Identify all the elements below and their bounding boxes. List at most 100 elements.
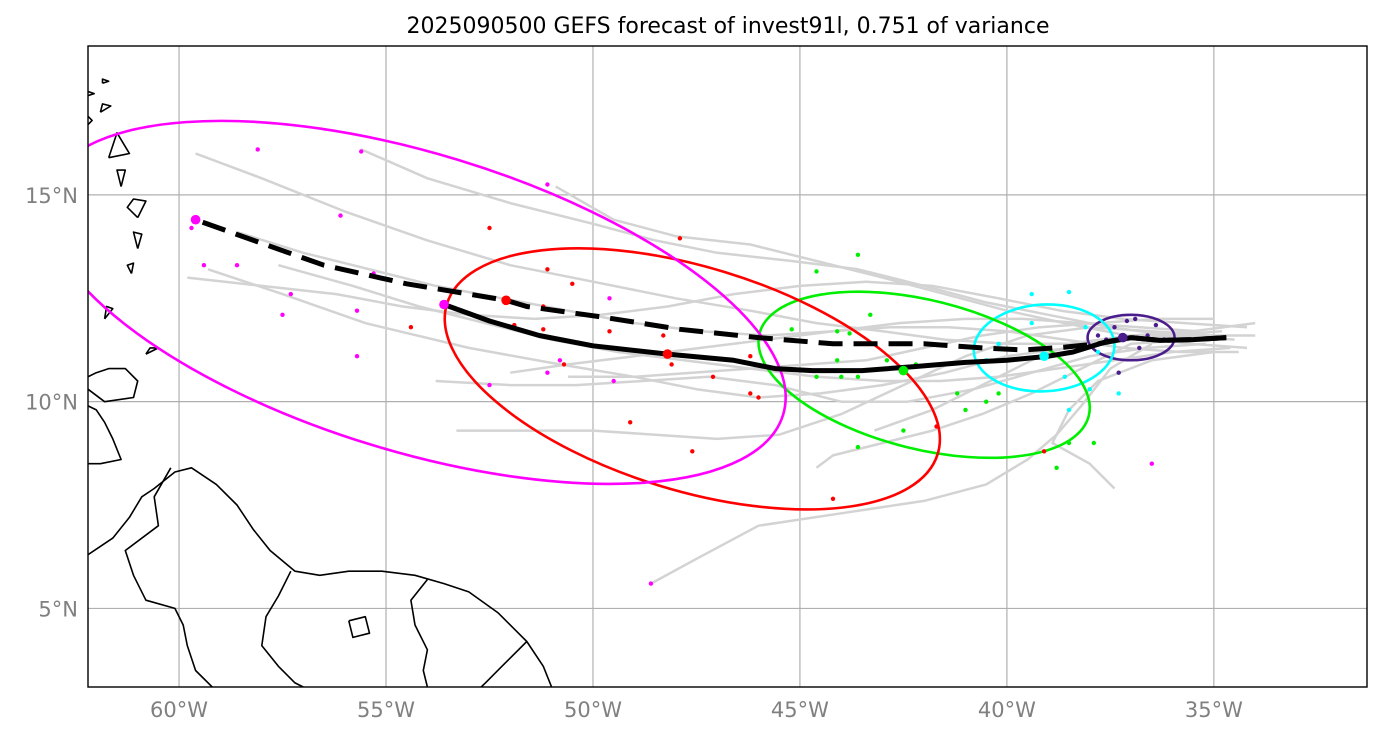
member-position [1029, 320, 1034, 326]
coastline [88, 115, 93, 126]
member-position [545, 267, 550, 272]
member-position [1095, 333, 1101, 338]
coastline [145, 347, 160, 355]
coastline [88, 90, 95, 97]
day-marker-day5 [190, 214, 201, 225]
coastline [348, 615, 371, 639]
member-position [359, 149, 364, 154]
member-position [648, 581, 654, 586]
member-position [884, 358, 890, 363]
member-track [456, 325, 1214, 441]
day-marker-day5 [439, 299, 449, 310]
member-position [338, 213, 343, 218]
coastline [88, 405, 122, 465]
member-position [814, 269, 819, 274]
member-position [280, 312, 285, 317]
member-position [189, 225, 194, 231]
member-position [748, 391, 753, 396]
member-position [1116, 370, 1121, 375]
figure-title: 2025090500 GEFS forecast of invest91l, 0… [407, 14, 1050, 39]
day-marker-day4 [501, 295, 511, 306]
coastline [101, 78, 110, 84]
country-border [480, 640, 528, 687]
member-track [360, 148, 1235, 341]
member-position [996, 391, 1001, 396]
member-position [545, 370, 550, 375]
axis-ticks: 60°W 55°W 50°W 45°W 40°W 35°W 15°N 10°N 5°N [25, 184, 1243, 722]
map-frame [87, 45, 1368, 688]
member-position [1149, 461, 1155, 466]
member-position [255, 147, 260, 152]
member-track [236, 230, 1239, 354]
lat-tick-label: 15°N [25, 184, 78, 208]
member-position [1112, 325, 1117, 330]
coastline [107, 132, 131, 159]
member-position [201, 263, 207, 268]
member-position [545, 182, 550, 187]
member-position [1095, 349, 1101, 355]
member-position [288, 291, 293, 297]
member-position [1066, 407, 1072, 413]
member-position [677, 236, 683, 241]
coastline [126, 198, 147, 219]
member-position [710, 374, 716, 379]
member-position [789, 327, 794, 332]
day-marker-day3 [898, 365, 909, 376]
member-position [934, 424, 939, 429]
member-position [955, 391, 960, 396]
lon-tick-label: 35°W [1185, 698, 1243, 722]
member-position [607, 329, 612, 334]
uncertainty-ellipse-day2 [972, 303, 1116, 393]
coastline [116, 169, 127, 187]
member-position [835, 358, 840, 363]
member-position [1133, 316, 1138, 322]
member-position [1087, 387, 1092, 392]
member-track [435, 342, 1206, 403]
member-position [354, 308, 360, 313]
lon-tick-label: 50°W [564, 698, 622, 722]
member-position [628, 420, 633, 425]
member-position [234, 263, 240, 268]
member-track [568, 317, 1214, 379]
member-position [1041, 449, 1047, 454]
member-position [963, 407, 968, 413]
coastline [126, 262, 135, 274]
mean-track [443, 302, 1227, 374]
country-border [410, 579, 429, 687]
member-position [1083, 325, 1088, 330]
lon-tick-label: 40°W [978, 698, 1036, 722]
member-position [669, 362, 674, 367]
member-position [561, 362, 567, 367]
member-position [1062, 374, 1068, 379]
member-position [487, 225, 492, 231]
lon-tick-label: 55°W [357, 698, 415, 722]
uncertainty-ellipse-day5 [88, 119, 787, 486]
coastline [88, 467, 553, 687]
member-track [278, 263, 1231, 383]
member-position [901, 428, 906, 433]
member-position [1137, 345, 1142, 351]
country-border [261, 570, 304, 687]
country-border [124, 467, 213, 687]
member-position [557, 358, 563, 363]
day-marker-day2 [1039, 351, 1049, 362]
member-position [847, 331, 852, 336]
member-position [855, 252, 861, 257]
coastline [99, 103, 112, 113]
member-track [187, 276, 1248, 329]
day-marker-day1 [1118, 332, 1128, 343]
member-position [1124, 318, 1130, 324]
coastline [132, 231, 143, 249]
member-position [814, 374, 819, 379]
member-position [748, 354, 753, 359]
member-position [855, 444, 861, 450]
member-position [408, 325, 414, 330]
lon-tick-label: 45°W [771, 698, 829, 722]
member-position [541, 327, 546, 332]
member-position [984, 399, 989, 404]
member-position [868, 312, 873, 317]
plot-area [88, 78, 1256, 687]
member-track [1051, 350, 1215, 490]
member-position [1153, 322, 1159, 328]
